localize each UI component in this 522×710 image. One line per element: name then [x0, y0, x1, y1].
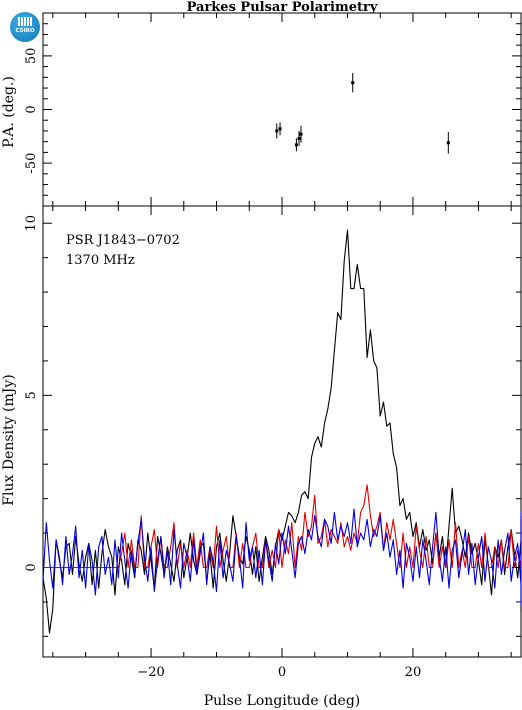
pa-point — [297, 136, 301, 140]
pa-point — [275, 129, 279, 133]
logo-text: CSIRO — [15, 28, 35, 34]
x-tick-label: 20 — [405, 665, 422, 680]
pa-frame — [42, 12, 522, 207]
x-axis-label: Pulse Longitude (deg) — [204, 693, 361, 709]
pa-point — [278, 127, 282, 131]
x-tick-label: 0 — [278, 665, 286, 680]
pa-ylabel: P.A. (deg.) — [1, 76, 17, 148]
flux-y-tick-label: 5 — [24, 391, 39, 399]
pa-point — [294, 143, 298, 147]
pa-point — [351, 81, 355, 85]
flux-ylabel: Flux Density (mJy) — [1, 374, 17, 505]
series-line-2 — [42, 508, 522, 606]
pa-y-tick-label: 50 — [24, 48, 39, 65]
series-line-1 — [43, 484, 522, 569]
annotation-frequency: 1370 MHz — [66, 253, 135, 268]
pa-point — [446, 141, 450, 145]
pa-y-tick-label: -50 — [24, 153, 39, 174]
annotation-psr: PSR J1843−0702 — [66, 233, 180, 248]
pa-point — [299, 132, 303, 136]
csiro-logo-icon: CSIRO — [10, 12, 40, 42]
pa-panel: -50 0 50 — [24, 12, 522, 207]
pa-y-tick-label: 0 — [24, 105, 39, 113]
chart-title: Parkes Pulsar Polarimetry — [187, 0, 378, 15]
x-tick-label: −20 — [137, 665, 164, 680]
series-line-0 — [42, 229, 522, 634]
flux-y-tick-label: 0 — [24, 563, 39, 571]
flux-panel: 0 5 10 −20 0 20 — [24, 205, 522, 680]
flux-y-tick-label: 10 — [24, 215, 39, 232]
